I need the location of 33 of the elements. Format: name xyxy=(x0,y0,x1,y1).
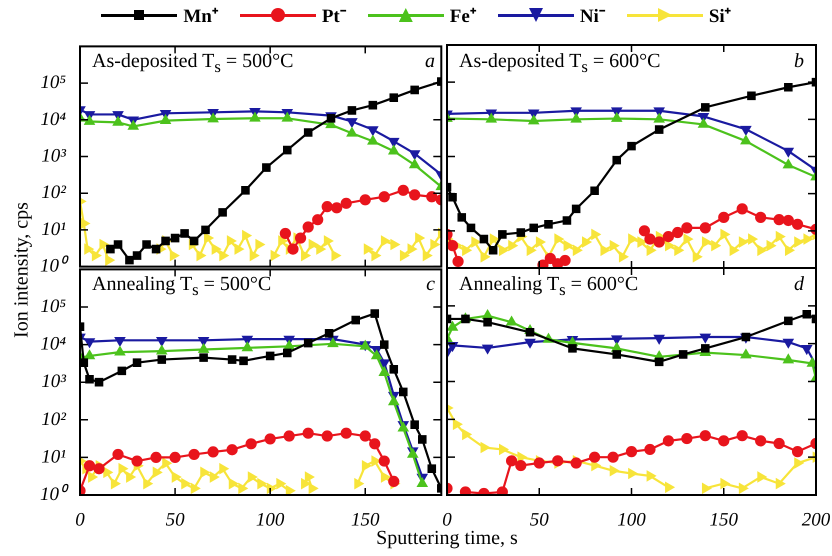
legend-label: Fe⁺ xyxy=(450,5,476,28)
x-tick-label: 50 xyxy=(530,509,550,530)
x-tick-label: 50 xyxy=(166,509,186,530)
y-tick-label: 10⁵ xyxy=(40,72,66,94)
y-axis-title: Ion intensity, cps xyxy=(10,202,34,338)
legend-label: Mn⁺ xyxy=(183,5,218,28)
y-tick-label: 10³ xyxy=(41,371,66,392)
chart-title: As-deposited T$_{s}$ = 600°C xyxy=(459,50,661,77)
x-tick-label: 200 xyxy=(802,509,831,530)
x-tick-label: 100 xyxy=(617,509,646,530)
annotation: b xyxy=(794,50,804,73)
annotation: c xyxy=(426,273,435,296)
y-tick-label: 10² xyxy=(41,182,66,204)
legend-label: Pt⁻ xyxy=(322,5,346,28)
y-tick-label: 10⁰ xyxy=(40,254,69,277)
x-tick-label: 100 xyxy=(256,509,285,530)
y-tick-label: 10⁴ xyxy=(40,108,66,130)
x-tick-label: 0 xyxy=(75,509,86,530)
y-tick-label: 10⁰ xyxy=(40,483,69,505)
annotation: a xyxy=(425,50,435,73)
chart-title: Annealing T$_{s}$ = 500°C xyxy=(92,273,272,300)
x-tick-label: 150 xyxy=(710,509,738,530)
legend-label: Si⁺ xyxy=(708,5,731,28)
chart-title: Annealing T$_{s}$ = 600°C xyxy=(459,273,638,300)
y-tick-label: 10¹ xyxy=(41,446,66,468)
annotation: d xyxy=(794,273,804,296)
y-tick-label: 10¹ xyxy=(41,218,66,240)
legend-label: Ni⁻ xyxy=(580,5,605,28)
y-tick-label: 10⁴ xyxy=(40,334,66,355)
y-tick-label: 10³ xyxy=(41,146,66,166)
chart-title: As-deposited T$_{s}$ = 500°C xyxy=(92,50,294,77)
y-tick-label: 10² xyxy=(41,408,66,430)
y-tick-label: 10⁵ xyxy=(40,296,66,317)
